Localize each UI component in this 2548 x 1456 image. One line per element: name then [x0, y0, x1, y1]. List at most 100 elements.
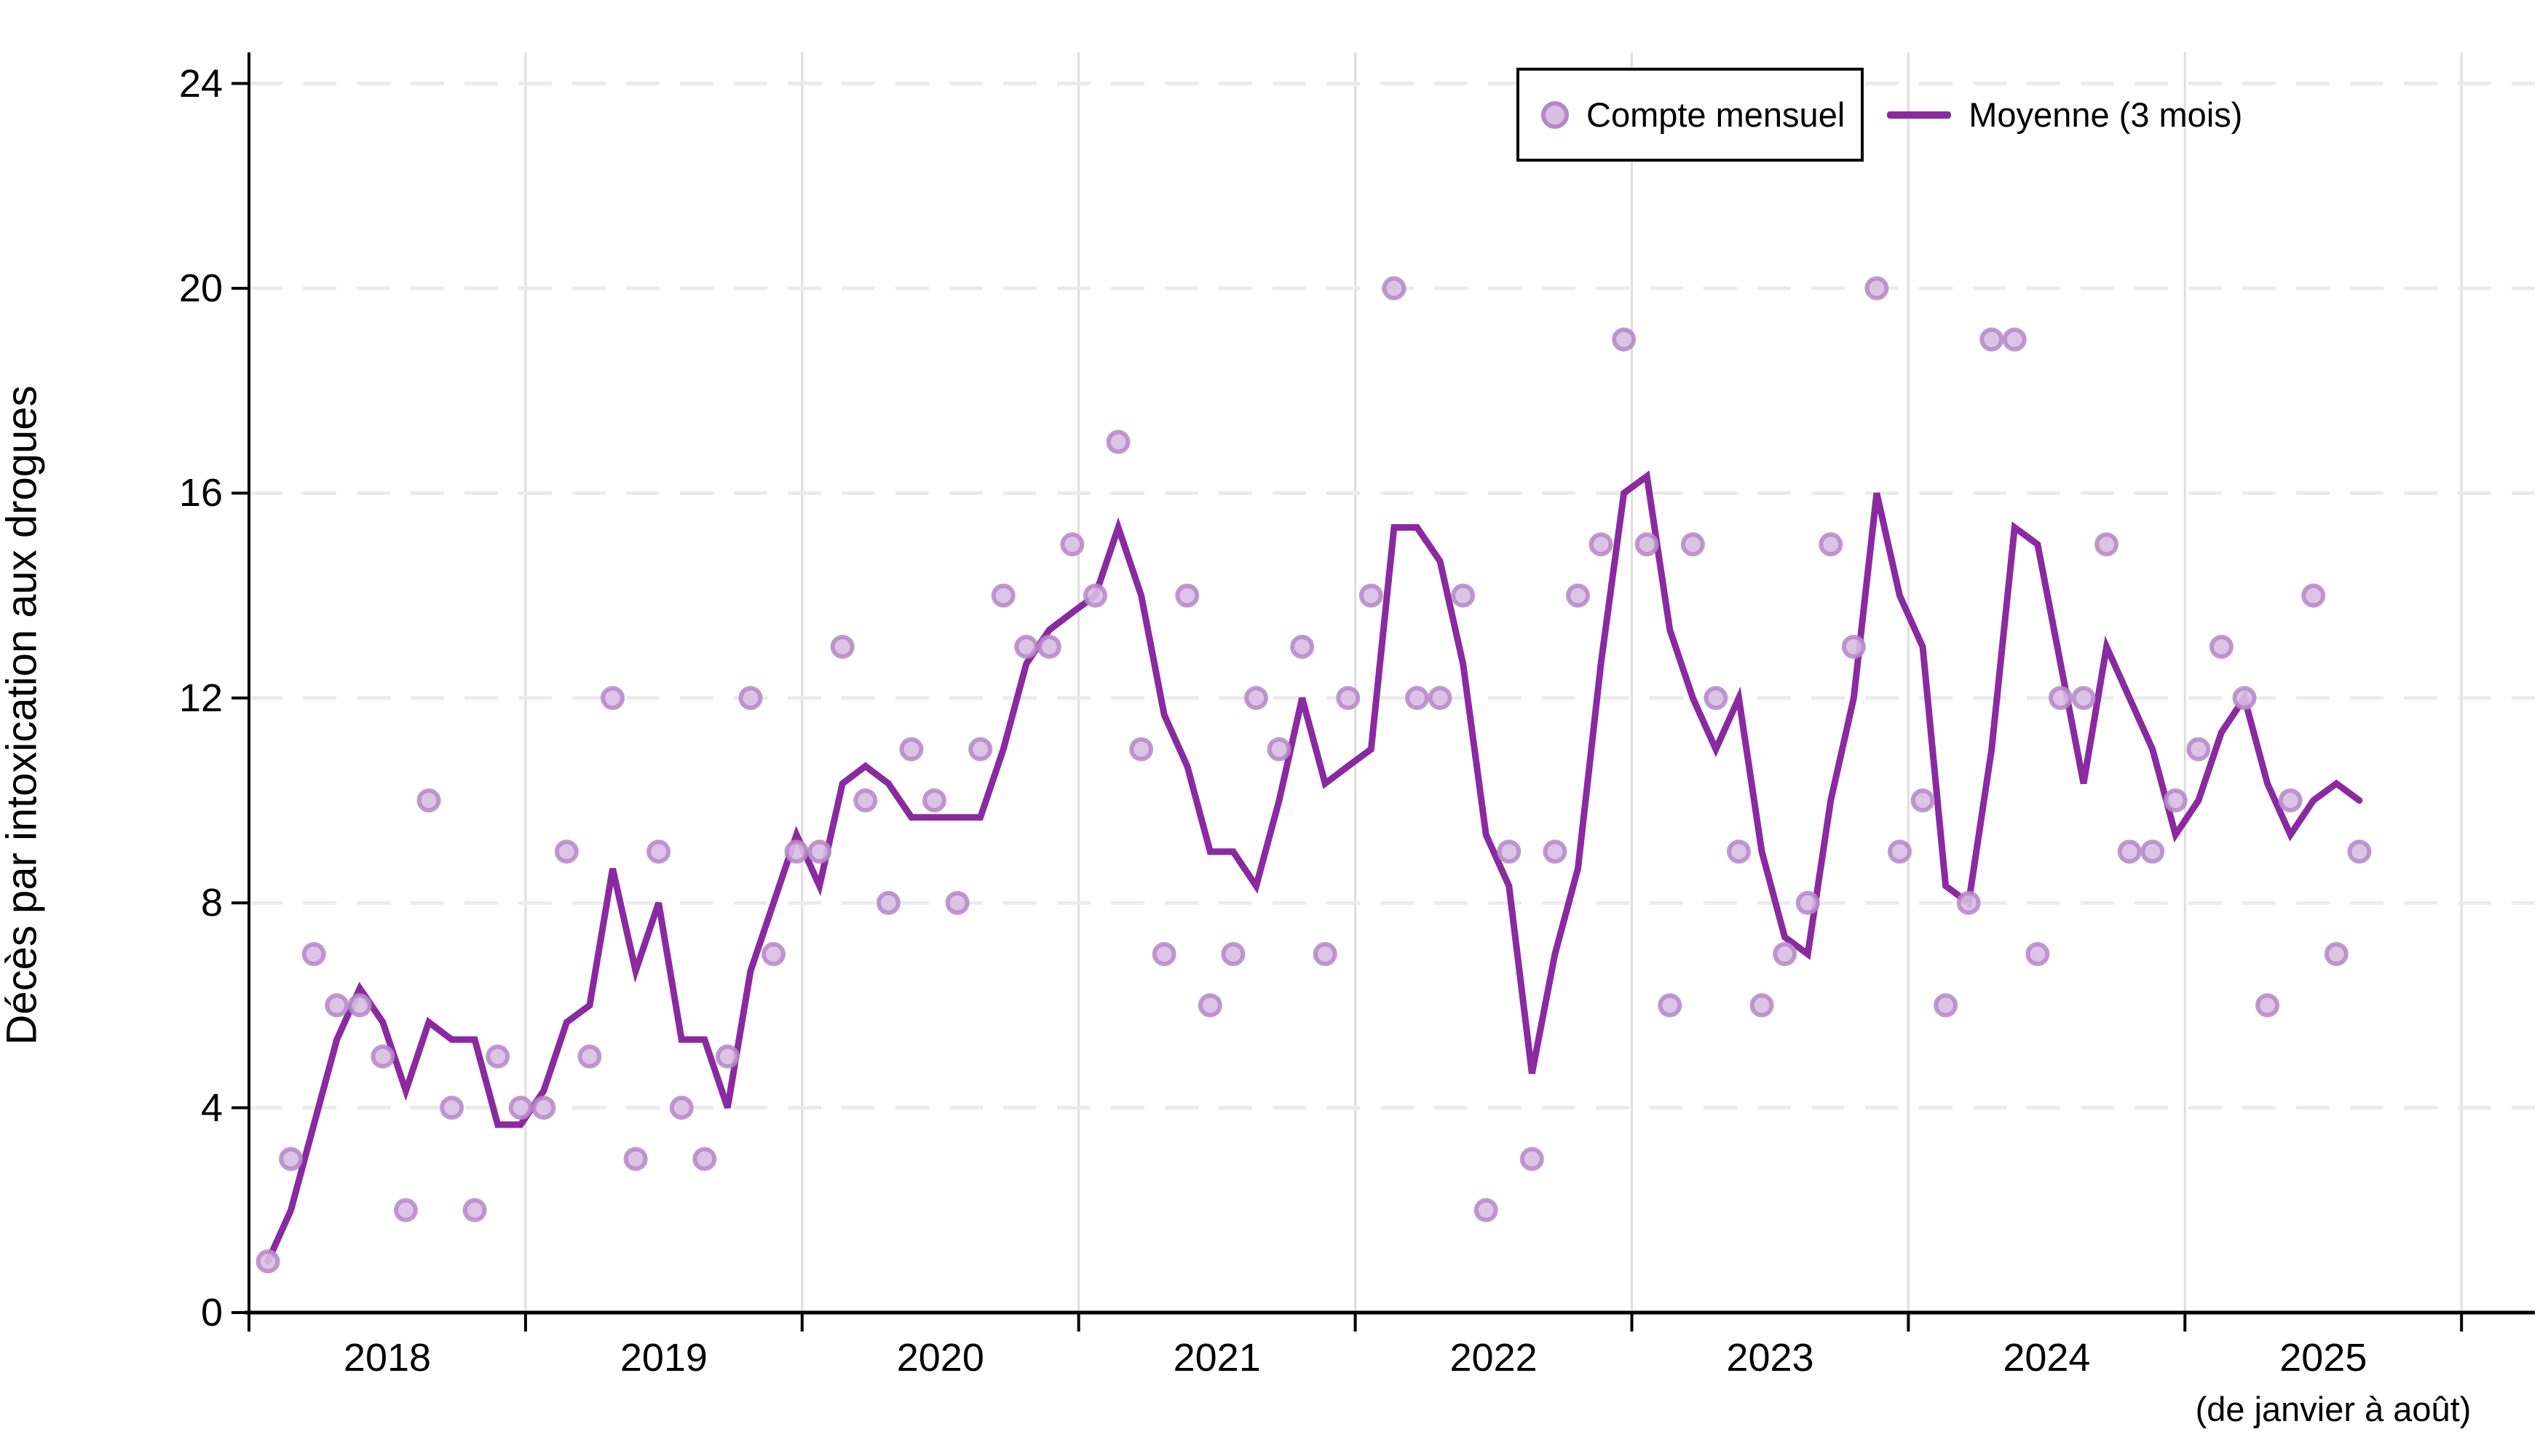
monthly-count-point	[922, 788, 947, 812]
legend: Compte mensuel Moyenne (3 mois)	[1516, 68, 2242, 162]
monthly-count-point	[899, 737, 924, 761]
monthly-count-point	[2025, 942, 2050, 967]
monthly-count-point	[2140, 839, 2165, 864]
monthly-count-point	[715, 1044, 740, 1069]
monthly-count-point	[1358, 583, 1383, 608]
monthly-count-point	[784, 839, 809, 864]
monthly-count-point	[1382, 276, 1406, 301]
monthly-count-point	[2324, 942, 2349, 967]
x-axis-year-label: 2023	[1726, 1336, 1814, 1380]
monthly-count-point	[968, 737, 993, 761]
monthly-count-point	[2071, 686, 2096, 711]
x-axis-year-label: 2022	[1449, 1336, 1538, 1380]
monthly-count-point	[1152, 942, 1176, 967]
y-tick-label: 16	[178, 471, 223, 515]
monthly-count-point	[1588, 532, 1613, 557]
monthly-count-point	[2163, 788, 2188, 812]
monthly-count-point	[1336, 686, 1361, 711]
x-axis-year-label: 2025	[2279, 1336, 2367, 1380]
monthly-count-point	[2301, 583, 2326, 608]
y-tick-label: 20	[178, 266, 223, 310]
monthly-count-point	[1175, 583, 1200, 608]
monthly-count-point	[325, 993, 349, 1018]
monthly-count-point	[1451, 583, 1476, 608]
monthly-count-point	[1221, 942, 1246, 967]
monthly-count-point	[1060, 532, 1085, 557]
monthly-count-point	[669, 1096, 694, 1120]
monthly-count-point	[2002, 327, 2027, 352]
monthly-count-point	[462, 1198, 487, 1222]
x-axis-year-label: 2021	[1173, 1336, 1261, 1380]
monthly-count-point	[1083, 583, 1108, 608]
monthly-count-point	[1773, 942, 1797, 967]
monthly-count-point	[1934, 993, 1958, 1018]
monthly-count-point	[531, 1096, 556, 1120]
monthly-count-point	[1037, 634, 1061, 659]
monthly-count-point	[1473, 1198, 1498, 1222]
monthly-count-point	[853, 788, 878, 812]
monthly-count-point	[830, 634, 855, 659]
monthly-count-point	[2232, 686, 2257, 711]
monthly-count-point	[1956, 890, 1981, 915]
monthly-count-point	[1497, 839, 1522, 864]
monthly-count-point	[371, 1044, 395, 1069]
monthly-count-point	[1634, 532, 1659, 557]
monthly-count-point	[2186, 737, 2211, 761]
monthly-count-point	[1704, 686, 1728, 711]
monthly-count-point	[2117, 839, 2142, 864]
monthly-count-point	[1290, 634, 1315, 659]
monthly-count-point	[1749, 993, 1774, 1018]
monthly-count-point	[601, 686, 625, 711]
monthly-count-point	[738, 686, 763, 711]
monthly-count-point	[301, 942, 326, 967]
monthly-count-point	[692, 1147, 717, 1171]
monthly-count-point	[2278, 788, 2303, 812]
x-axis-year-label: 2020	[896, 1336, 984, 1380]
y-axis-title-box: Décès par intoxication aux drogues	[0, 386, 349, 1045]
monthly-count-point	[486, 1044, 510, 1069]
monthly-count-point	[1428, 686, 1452, 711]
monthly-count-point	[1543, 839, 1567, 864]
monthly-count-point	[991, 583, 1016, 608]
x-axis-year-label: 2019	[620, 1336, 708, 1380]
monthly-count-point	[1864, 276, 1889, 301]
y-tick-label: 8	[200, 881, 223, 925]
x-axis-year-label: 2024	[2003, 1336, 2091, 1380]
x-axis-2025-note: (de janvier à août)	[2195, 1390, 2472, 1428]
monthly-count-point	[1198, 993, 1222, 1018]
monthly-count-point	[1910, 788, 1935, 812]
monthly-count-marker-icon	[1541, 100, 1569, 129]
monthly-count-point	[347, 993, 372, 1018]
legend-average-label: Moyenne (3 mois)	[1969, 95, 2243, 134]
monthly-count-point	[2255, 993, 2280, 1018]
monthly-count-point	[1106, 430, 1131, 454]
monthly-count-point	[1313, 942, 1337, 967]
monthly-count-point	[1612, 327, 1637, 352]
y-tick-label: 12	[178, 676, 223, 720]
monthly-count-point	[1979, 327, 2004, 352]
y-tick-label: 4	[200, 1085, 223, 1130]
monthly-count-point	[623, 1147, 648, 1171]
monthly-count-point	[1680, 532, 1705, 557]
legend-monthly-label: Compte mensuel	[1586, 95, 1845, 134]
monthly-count-point	[2094, 532, 2119, 557]
monthly-count-point	[440, 1096, 464, 1120]
y-tick-label: 24	[178, 61, 223, 106]
monthly-count-point	[1887, 839, 1912, 864]
x-axis-year-label: 2018	[343, 1336, 432, 1380]
monthly-count-point	[1405, 686, 1429, 711]
monthly-count-point	[1267, 737, 1291, 761]
monthly-count-point	[1658, 993, 1682, 1018]
monthly-count-point	[279, 1147, 304, 1171]
monthly-count-point	[577, 1044, 602, 1069]
monthly-count-point	[1565, 583, 1590, 608]
monthly-count-point	[508, 1096, 533, 1120]
monthly-count-point	[2209, 634, 2234, 659]
monthly-count-point	[554, 839, 579, 864]
monthly-count-point	[2048, 686, 2073, 711]
monthly-count-point	[1129, 737, 1154, 761]
monthly-count-point	[256, 1249, 280, 1274]
monthly-count-point	[876, 890, 901, 915]
